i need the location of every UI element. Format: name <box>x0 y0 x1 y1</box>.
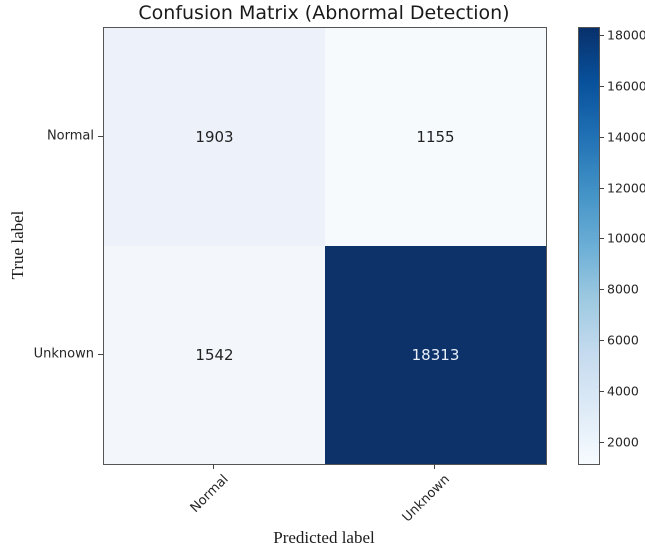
colorbar-tick-mark <box>599 86 604 87</box>
y-tick-mark <box>98 354 103 355</box>
x-tick-mark <box>434 464 435 469</box>
x-tick-mark <box>213 464 214 469</box>
y-tick-label-unknown: Unknown <box>33 346 94 362</box>
colorbar-gradient <box>578 27 600 465</box>
colorbar-tick-mark <box>599 340 604 341</box>
colorbar-tick-label: 6000 <box>607 332 639 348</box>
colorbar-tick-mark <box>599 391 604 392</box>
y-tick-label-normal: Normal <box>46 128 94 144</box>
heatmap-cell-r0c1: 1155 <box>325 28 546 246</box>
colorbar-tick-label: 4000 <box>607 383 639 399</box>
colorbar-tick-label: 12000 <box>607 180 645 196</box>
x-tick-label-normal: Normal <box>187 472 232 516</box>
y-tick-mark <box>98 136 103 137</box>
colorbar-tick-mark <box>599 137 604 138</box>
y-axis-label-container: True label <box>0 197 36 293</box>
colorbar-tick-label: 18000 <box>607 27 645 43</box>
x-tick-label-unknown: Unknown <box>399 472 453 526</box>
heatmap-plot-area: 1903 1155 1542 18313 <box>103 27 547 465</box>
heatmap-cell-r0c0: 1903 <box>104 28 325 246</box>
colorbar-tick-label: 10000 <box>607 230 645 246</box>
colorbar-tick-mark <box>599 188 604 189</box>
colorbar-tick-mark <box>599 442 604 443</box>
heatmap-cell-r1c0: 1542 <box>104 246 325 464</box>
x-axis-label: Predicted label <box>273 528 375 547</box>
colorbar-tick-label: 8000 <box>607 281 639 297</box>
colorbar-tick-label: 2000 <box>607 434 639 450</box>
colorbar-tick-label: 16000 <box>607 78 645 94</box>
colorbar-tick-mark <box>599 238 604 239</box>
colorbar-tick-label: 14000 <box>607 129 645 145</box>
colorbar-tick-mark <box>599 35 604 36</box>
y-axis-label: True label <box>8 210 27 280</box>
colorbar-tick-mark <box>599 289 604 290</box>
chart-title: Confusion Matrix (Abnormal Detection) <box>138 2 510 24</box>
heatmap-cell-r1c1: 18313 <box>325 246 546 464</box>
